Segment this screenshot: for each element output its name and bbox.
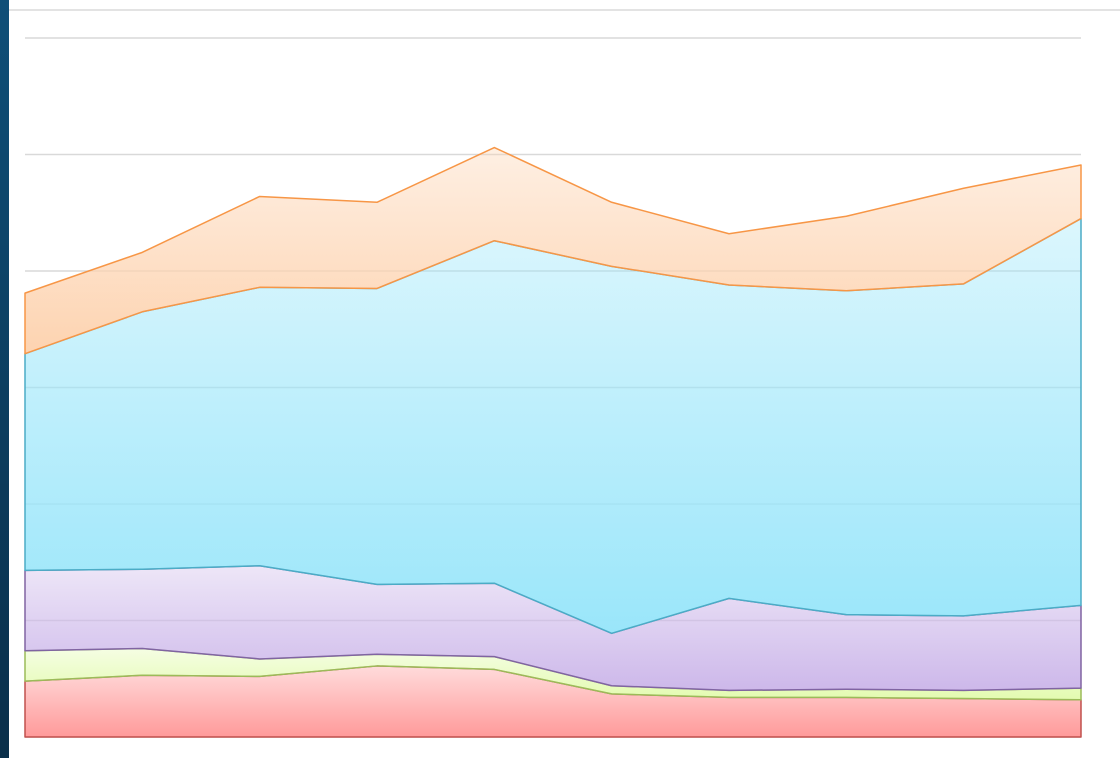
area: [24, 146, 1082, 355]
side-strip: [0, 0, 9, 758]
top-border: [9, 9, 1120, 11]
